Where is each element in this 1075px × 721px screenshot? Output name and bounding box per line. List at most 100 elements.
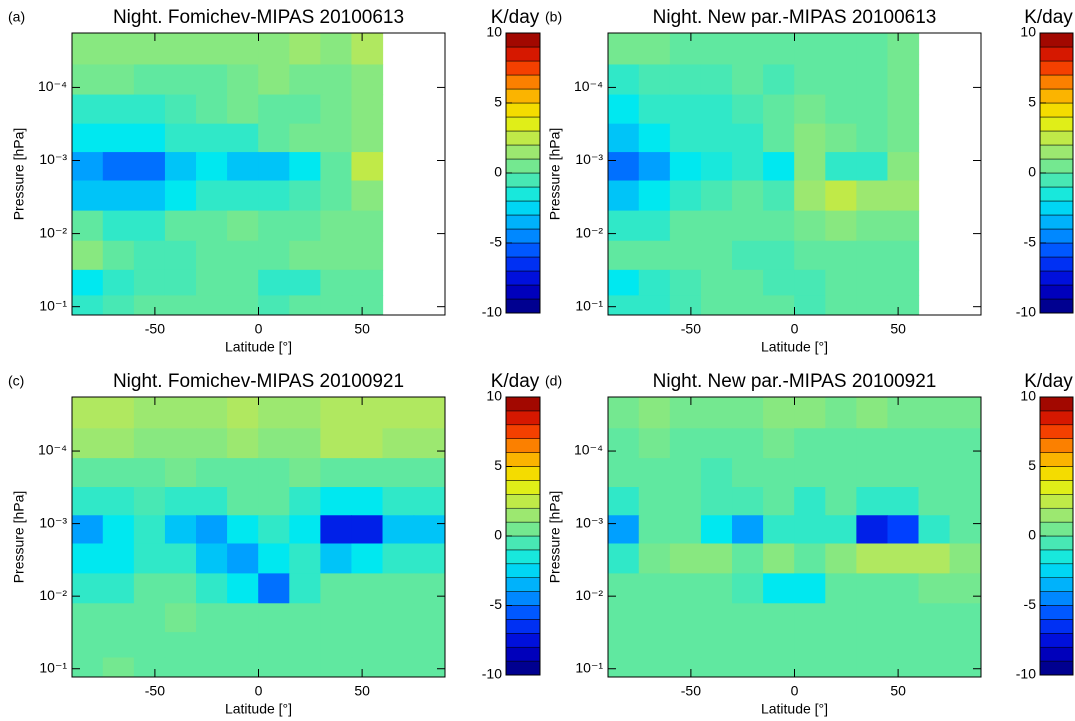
heatmap-cell (638, 180, 671, 212)
heatmap-cell (887, 543, 920, 574)
colorbar-band (505, 242, 541, 258)
heatmap-cell (320, 397, 353, 429)
heatmap-cell (320, 632, 353, 659)
heatmap-cell (918, 487, 951, 516)
heatmap-cell (351, 515, 384, 545)
heatmap-cell (918, 397, 951, 429)
heatmap-cell (227, 657, 259, 677)
heatmap-cell (608, 515, 640, 545)
colorbar-band (505, 494, 541, 509)
heatmap-cell (196, 94, 228, 125)
heatmap-cell (258, 397, 290, 429)
heatmap-cell (638, 603, 671, 633)
colorbar-band (1039, 438, 1074, 453)
heatmap-cell (258, 240, 290, 271)
heatmap-cell (918, 603, 951, 633)
heatmap-cell (608, 458, 640, 488)
heatmap-cell (227, 515, 259, 545)
heatmap-cell (196, 573, 228, 604)
y-tick-label: 10⁻³ (575, 151, 603, 167)
heatmap-cell (72, 543, 104, 574)
heatmap-cell (72, 180, 104, 212)
x-axis-label: Latitude [°] (225, 339, 292, 355)
heatmap-cell (608, 397, 640, 429)
colorbar-tick-label: 0 (494, 164, 502, 180)
heatmap-cell (164, 180, 197, 212)
heatmap-cell (258, 123, 290, 153)
colorbar-band (505, 130, 541, 146)
heatmap-cell (856, 152, 889, 182)
heatmap-cell (133, 603, 166, 633)
colorbar-band (505, 158, 541, 174)
heatmap-cell (227, 397, 259, 429)
heatmap-cell (856, 515, 889, 545)
heatmap-cell (351, 295, 384, 315)
heatmap-cell (949, 397, 981, 429)
heatmap-cell (351, 33, 384, 66)
heatmap-cell (887, 295, 920, 315)
heatmap-cell (133, 152, 166, 182)
colorbar-band (505, 480, 541, 495)
colorbar-band (505, 410, 541, 426)
heatmap-cell (133, 632, 166, 659)
heatmap-cell (164, 295, 197, 315)
heatmap-cell (289, 210, 321, 242)
heatmap-cell (289, 428, 321, 459)
heatmap-cell (289, 269, 321, 296)
heatmap-cell (669, 123, 702, 153)
heatmap-cell (669, 428, 702, 459)
heatmap-cell (320, 458, 353, 488)
y-tick-label: 10⁻³ (39, 514, 67, 530)
heatmap-cell (669, 240, 702, 271)
heatmap-cell (196, 515, 228, 545)
heatmap-cell (763, 543, 795, 574)
heatmap-cell (320, 543, 353, 574)
heatmap-cell (164, 94, 197, 125)
heatmap-cell (732, 210, 764, 242)
colorbar-band (505, 521, 541, 537)
colorbar-tick-label: 0 (494, 527, 502, 543)
colorbar-band (505, 507, 541, 523)
heatmap-cell (382, 657, 415, 677)
heatmap-cell (856, 573, 889, 604)
heatmap-cell (102, 573, 135, 604)
heatmap-cell (918, 543, 951, 574)
heatmap-cell (258, 543, 290, 574)
colorbar-tick-label: 0 (1028, 527, 1036, 543)
heatmap-cell (763, 240, 795, 271)
heatmap-cell (949, 515, 981, 545)
colorbar-tick-label: -5 (1024, 596, 1037, 612)
heatmap-cell (700, 657, 733, 677)
heatmap-cell (320, 487, 353, 516)
heatmap-cell (320, 269, 353, 296)
heatmap-cell (289, 33, 321, 66)
colorbar-band (505, 577, 541, 592)
heatmap-cell (949, 458, 981, 488)
heatmap-cell (289, 573, 321, 604)
heatmap-cell (949, 428, 981, 459)
heatmap-cell (413, 428, 445, 459)
heatmap-cell (763, 603, 795, 633)
colorbar-tick-label: 5 (1028, 457, 1036, 473)
heatmap-cell (382, 543, 415, 574)
heatmap-cell (700, 487, 733, 516)
heatmap-cell (856, 64, 889, 96)
colorbar-band (1039, 46, 1074, 62)
heatmap-cell (856, 397, 889, 429)
heatmap-cell (732, 657, 764, 677)
heatmap-cell (918, 515, 951, 545)
heatmap-cell (351, 487, 384, 516)
heatmap-cell (72, 152, 104, 182)
heatmap-cell (700, 603, 733, 633)
panel-label: (a) (8, 9, 25, 25)
heatmap-cell (227, 123, 259, 153)
heatmap-cell (638, 240, 671, 271)
colorbar-band (505, 591, 541, 606)
heatmap-cell (825, 632, 857, 659)
heatmap-cell (102, 210, 135, 242)
heatmap-cell (320, 33, 353, 66)
heatmap-cell (669, 295, 702, 315)
heatmap-cell (949, 573, 981, 604)
